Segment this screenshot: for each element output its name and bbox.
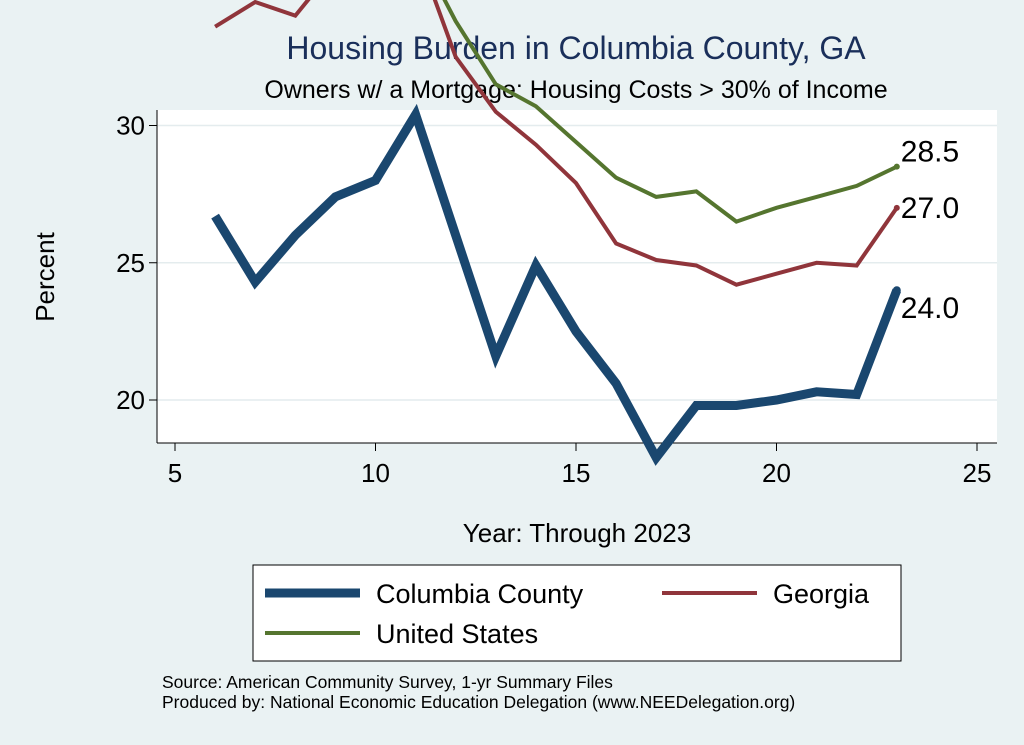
- ticks: 2025303540510152025: [116, 0, 991, 488]
- end-label-united-states: 28.5: [901, 136, 959, 169]
- x-axis-title: Year: Through 2023: [463, 518, 691, 548]
- series-lines: [211, 0, 902, 466]
- y-tick-label: 25: [116, 248, 145, 278]
- series-end-point-georgia: [893, 204, 900, 211]
- end-labels: 24.0 27.0 28.5: [901, 136, 959, 326]
- series-line-georgia: [214, 0, 899, 287]
- end-label-columbia-county: 24.0: [901, 292, 959, 325]
- legend: Columbia County Georgia United States: [252, 564, 902, 662]
- y-tick-label: 35: [116, 0, 145, 3]
- x-tick-label: 15: [562, 458, 591, 488]
- x-tick-label: 10: [361, 458, 390, 488]
- y-tick-label: 20: [116, 385, 145, 415]
- axes: [156, 110, 997, 444]
- y-tick-label: 30: [116, 111, 145, 141]
- x-tick-label: 25: [963, 458, 992, 488]
- series-line-united-states: [442, 0, 898, 224]
- end-label-georgia: 27.0: [901, 192, 959, 225]
- x-tick-label: 20: [762, 458, 791, 488]
- legend-box: [252, 564, 902, 662]
- producer-note: Produced by: National Economic Education…: [162, 692, 795, 712]
- plot-area: [157, 110, 997, 443]
- chart-title: Housing Burden in Columbia County, GA: [286, 30, 866, 66]
- chart-subtitle: Owners w/ a Mortgage: Housing Costs > 30…: [264, 76, 887, 104]
- source-note: Source: American Community Survey, 1-yr …: [162, 672, 613, 692]
- series-end-point-united-states: [893, 163, 900, 170]
- series-end-point-columbia-county: [892, 286, 901, 295]
- series-line-columbia-county: [211, 103, 902, 466]
- legend-label-georgia: Georgia: [773, 579, 870, 609]
- y-axis-title: Percent: [30, 231, 60, 321]
- legend-label-columbia-county: Columbia County: [376, 579, 584, 609]
- x-tick-label: 5: [168, 458, 182, 488]
- legend-label-united-states: United States: [376, 619, 538, 649]
